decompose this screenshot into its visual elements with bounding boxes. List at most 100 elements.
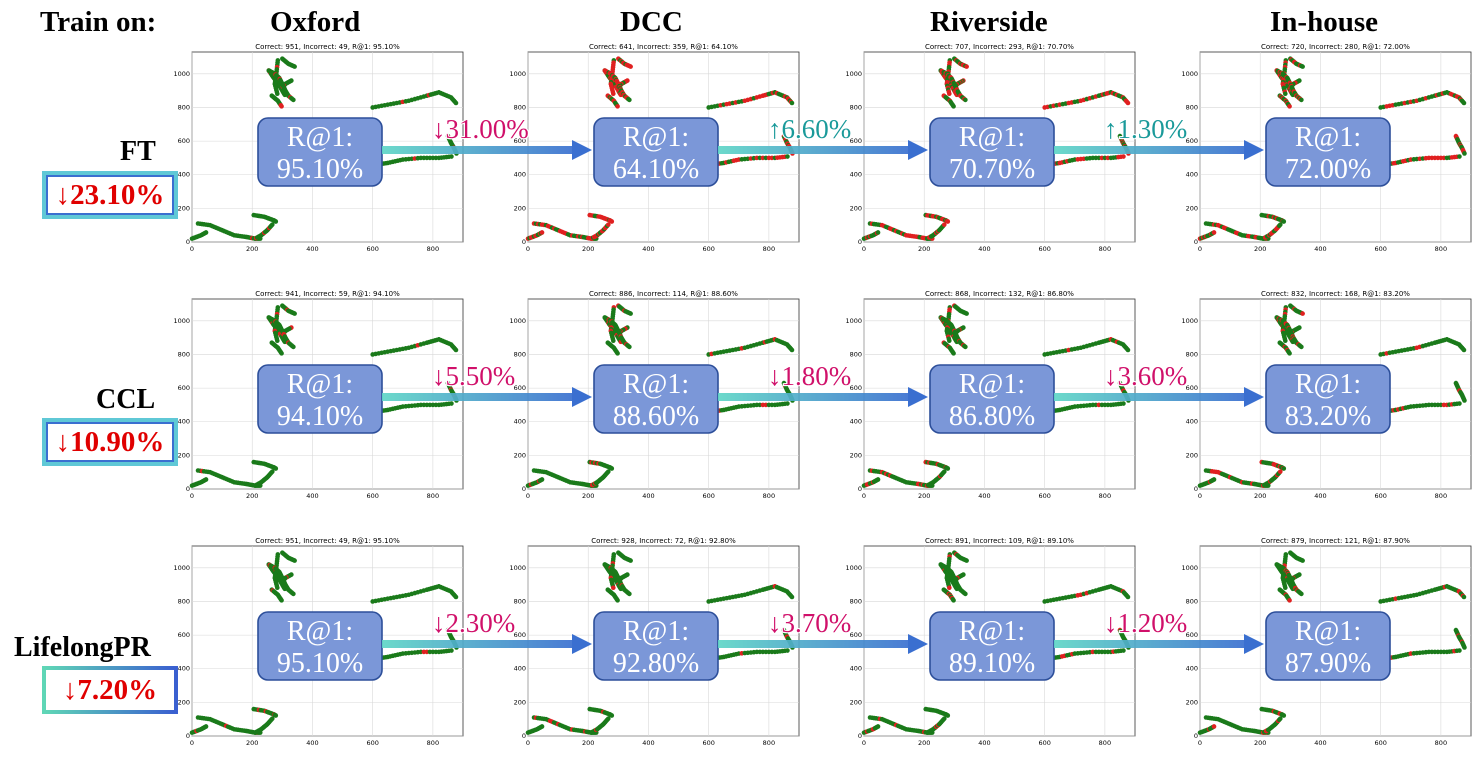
trajectory-point [964, 311, 969, 316]
r1-label: R@1: [959, 122, 1025, 153]
r1-label: R@1: [287, 122, 353, 153]
x-tick-label: 400 [642, 245, 654, 253]
y-tick-label: 0 [1194, 732, 1198, 740]
trajectory-point [279, 104, 284, 109]
trajectory-point [875, 230, 881, 235]
r1-value: 94.10% [277, 401, 363, 432]
x-tick-label: 200 [582, 739, 594, 747]
r1-label: R@1: [287, 616, 353, 647]
y-tick-label: 0 [186, 732, 190, 740]
trajectory-point [1300, 558, 1305, 563]
trajectory-point [945, 466, 951, 471]
forgetting-change-label: ↓5.50% [432, 361, 515, 391]
trajectory-point [275, 91, 280, 97]
y-tick-label: 0 [858, 732, 862, 740]
x-tick-label: 800 [1099, 245, 1111, 253]
transfer-arrow-shaft [382, 146, 574, 154]
y-tick-label: 600 [850, 631, 862, 639]
x-tick-label: 200 [246, 492, 258, 500]
x-tick-label: 0 [1198, 739, 1202, 747]
trajectory-point [291, 97, 296, 103]
y-tick-label: 200 [178, 698, 190, 706]
trajectory-point [1281, 713, 1287, 718]
r1-label: R@1: [287, 369, 353, 400]
result-panel: Correct: 891, Incorrect: 109, R@1: 89.10… [845, 537, 1136, 747]
r1-value: 72.00% [1285, 154, 1371, 185]
x-tick-label: 0 [862, 492, 866, 500]
y-tick-label: 200 [850, 451, 862, 459]
trajectory-point [1287, 104, 1292, 109]
trajectory-point [964, 64, 969, 69]
trajectory-point [947, 91, 952, 97]
trajectory-point [963, 97, 968, 103]
x-tick-label: 600 [366, 492, 378, 500]
x-tick-label: 0 [862, 739, 866, 747]
x-tick-label: 400 [978, 245, 990, 253]
trajectory-point [203, 724, 209, 729]
trajectory-point [292, 64, 297, 69]
trajectory-point [963, 344, 968, 350]
y-tick-label: 600 [1186, 384, 1198, 392]
x-tick-label: 600 [366, 739, 378, 747]
y-tick-label: 800 [514, 597, 526, 605]
panel-title: Correct: 951, Incorrect: 49, R@1: 95.10% [255, 43, 400, 51]
panel-title: Correct: 941, Incorrect: 59, R@1: 94.10% [255, 290, 400, 298]
x-tick-label: 800 [763, 245, 775, 253]
y-tick-label: 200 [850, 204, 862, 212]
panel-title: Correct: 951, Incorrect: 49, R@1: 95.10% [255, 537, 400, 545]
trajectory-point [941, 222, 947, 227]
y-tick-label: 400 [514, 665, 526, 673]
y-tick-label: 200 [514, 451, 526, 459]
x-tick-label: 600 [1374, 492, 1386, 500]
panel-title: Correct: 832, Incorrect: 168, R@1: 83.20… [1261, 290, 1410, 298]
x-tick-label: 200 [1254, 739, 1266, 747]
panel-title: Correct: 891, Incorrect: 109, R@1: 89.10… [925, 537, 1074, 545]
trajectory-point [1299, 344, 1304, 350]
trajectory-point [1299, 591, 1304, 597]
y-tick-label: 400 [1186, 418, 1198, 426]
trajectory-point [875, 724, 881, 729]
trajectory-point [291, 344, 296, 350]
y-tick-label: 0 [186, 238, 190, 246]
r1-value: 95.10% [277, 648, 363, 679]
trajectory-point [1283, 91, 1288, 97]
trajectory-point [275, 585, 280, 591]
x-tick-label: 200 [246, 245, 258, 253]
transfer-arrow-head [1244, 387, 1264, 407]
trajectory-point [539, 230, 545, 235]
dataset-header-oxford: Oxford [270, 6, 361, 38]
trajectory-point [1277, 469, 1283, 474]
x-tick-label: 800 [1099, 492, 1111, 500]
x-tick-label: 800 [763, 739, 775, 747]
x-tick-label: 0 [190, 739, 194, 747]
r1-value: 83.20% [1285, 401, 1371, 432]
dataset-header-riverside: Riverside [930, 6, 1048, 38]
x-tick-label: 200 [582, 492, 594, 500]
panel-title: Correct: 928, Incorrect: 72, R@1: 92.80% [591, 537, 736, 545]
y-tick-label: 400 [178, 418, 190, 426]
r1-box [1265, 117, 1391, 187]
y-tick-label: 0 [522, 485, 526, 493]
x-tick-label: 600 [1374, 739, 1386, 747]
panel-title: Correct: 879, Incorrect: 121, R@1: 87.90… [1261, 537, 1410, 545]
y-tick-label: 800 [1186, 103, 1198, 111]
trajectory-point [605, 716, 611, 721]
y-tick-label: 600 [1186, 137, 1198, 145]
result-panel: Correct: 951, Incorrect: 49, R@1: 95.10%… [173, 43, 464, 253]
trajectory-point [615, 351, 620, 356]
r1-value: 89.10% [949, 648, 1035, 679]
trajectory-point [1281, 466, 1287, 471]
transfer-arrow-shaft [1054, 640, 1246, 648]
y-tick-label: 1000 [509, 564, 526, 572]
trajectory-point [789, 594, 795, 600]
y-tick-label: 800 [178, 350, 190, 358]
y-tick-label: 600 [178, 137, 190, 145]
x-tick-label: 400 [978, 492, 990, 500]
trajectory-point [609, 219, 615, 224]
trajectory-point [789, 100, 795, 106]
r1-value: 70.70% [949, 154, 1035, 185]
x-tick-label: 200 [582, 245, 594, 253]
y-tick-label: 600 [1186, 631, 1198, 639]
dataset-header-dcc: DCC [620, 6, 683, 38]
trajectory-point [449, 154, 454, 159]
